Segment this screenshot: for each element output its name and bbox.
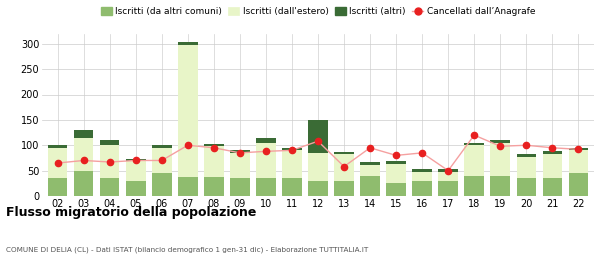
Bar [491,143,510,176]
Text: COMUNE DI DELIA (CL) - Dati ISTAT (bilancio demografico 1 gen-31 dic) - Elaboraz: COMUNE DI DELIA (CL) - Dati ISTAT (bilan… [6,246,368,253]
Bar [491,176,510,196]
Bar [439,169,458,172]
Bar [439,181,458,196]
Bar [230,150,250,153]
Bar [361,165,380,176]
Bar [152,145,172,148]
Bar [386,164,406,183]
Bar [282,178,302,196]
Bar [569,173,588,196]
Bar [386,162,406,164]
Bar [152,148,172,173]
Bar [48,145,67,148]
Bar [256,178,275,196]
Bar [152,173,172,196]
Bar [204,146,224,177]
Bar [256,143,275,178]
Bar [334,181,354,196]
Bar [100,145,119,178]
Legend: Iscritti (da altri comuni), Iscritti (dall'estero), Iscritti (altri), Cancellati: Iscritti (da altri comuni), Iscritti (da… [101,7,535,16]
Bar [412,169,432,172]
Bar [126,181,146,196]
Bar [282,148,302,150]
Bar [282,150,302,178]
Bar [74,138,94,171]
Bar [517,154,536,157]
Bar [569,148,588,150]
Bar [126,159,146,162]
Bar [491,140,510,143]
Bar [361,162,380,165]
Bar [361,176,380,196]
Bar [542,151,562,154]
Bar [517,157,536,178]
Bar [464,145,484,176]
Bar [178,42,197,45]
Bar [439,172,458,181]
Bar [464,176,484,196]
Bar [230,178,250,196]
Text: Flusso migratorio della popolazione: Flusso migratorio della popolazione [6,206,256,219]
Bar [74,171,94,196]
Bar [126,162,146,181]
Bar [334,154,354,181]
Bar [178,45,197,177]
Bar [204,144,224,146]
Bar [569,150,588,173]
Bar [100,178,119,196]
Bar [230,153,250,178]
Bar [464,143,484,145]
Bar [386,183,406,196]
Bar [542,178,562,196]
Bar [542,154,562,178]
Bar [308,181,328,196]
Bar [48,178,67,196]
Bar [178,177,197,196]
Bar [412,172,432,181]
Bar [74,130,94,138]
Bar [48,148,67,178]
Bar [517,178,536,196]
Bar [412,181,432,196]
Bar [334,152,354,154]
Bar [308,153,328,181]
Bar [100,140,119,145]
Bar [204,177,224,196]
Bar [256,138,275,143]
Bar [308,120,328,153]
